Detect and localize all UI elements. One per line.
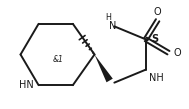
Text: N: N [109,21,117,31]
Text: O: O [173,48,181,58]
Text: HN: HN [19,80,34,90]
Text: O: O [154,7,161,17]
Polygon shape [94,54,113,82]
Text: S: S [151,34,158,44]
Text: &1: &1 [53,55,64,64]
Text: NH: NH [149,73,164,83]
Text: H: H [105,13,111,22]
